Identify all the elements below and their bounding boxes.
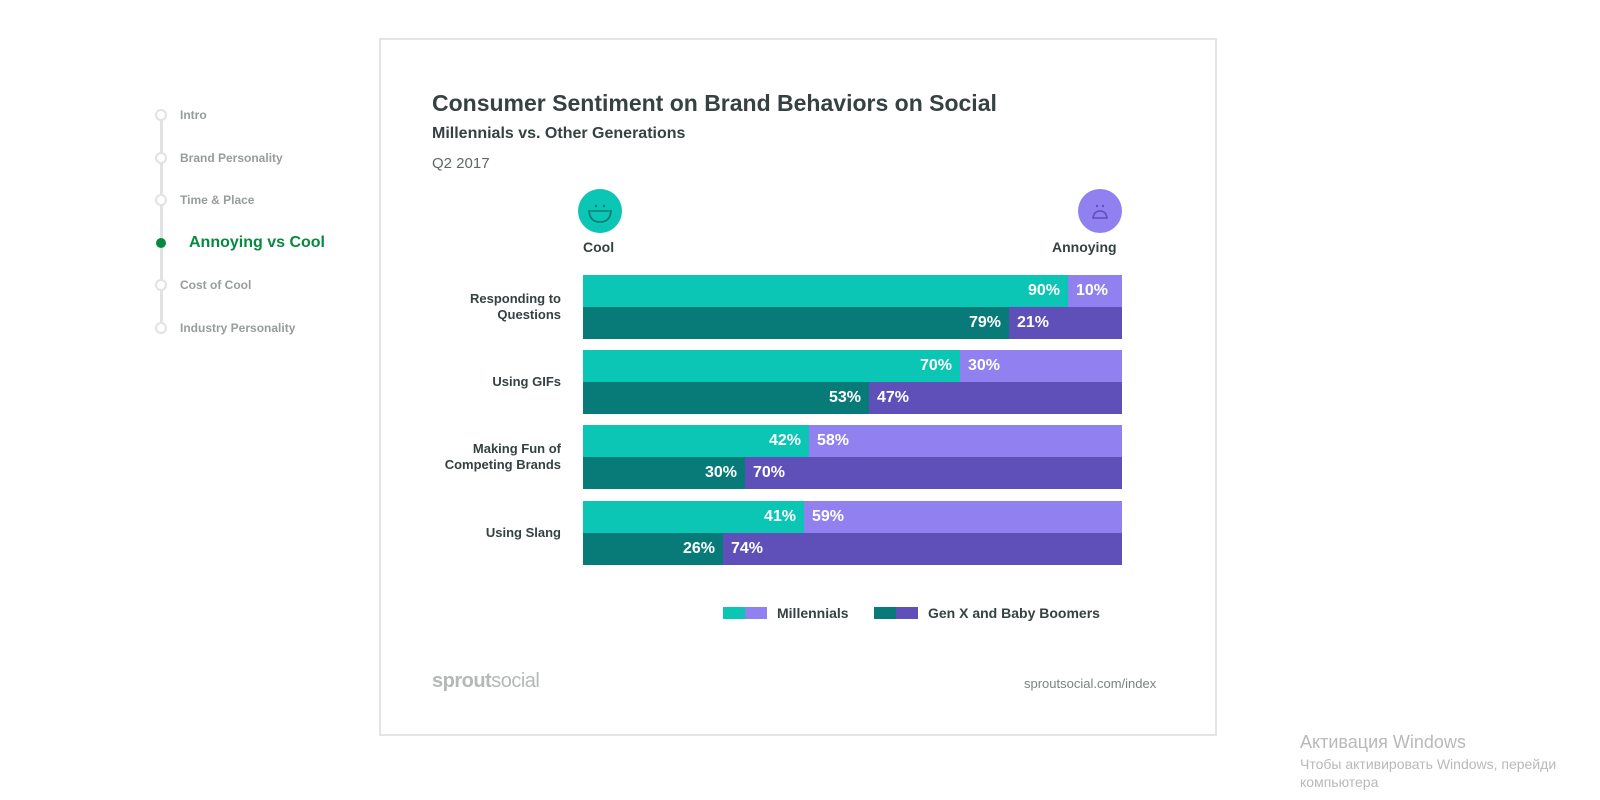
legend-swatch-cool	[874, 607, 896, 619]
bar-cool-1: 79%	[583, 307, 1009, 339]
legend-swatch-cool	[723, 607, 745, 619]
bar-annoying-0: 30%	[960, 350, 1122, 382]
nav-item-time-place[interactable]: Time & Place	[155, 193, 254, 207]
bar-cool-0: 42%	[583, 425, 809, 457]
bar-annoying-1: 47%	[869, 382, 1122, 414]
smiley-face-icon	[578, 189, 622, 233]
chart-period: Q2 2017	[432, 155, 490, 172]
bar-cool-1: 53%	[583, 382, 869, 414]
nav-item-label: Intro	[180, 108, 207, 122]
nav-item-label: Time & Place	[180, 193, 255, 207]
frowning-face-icon	[1078, 189, 1122, 233]
bar-cool-0: 41%	[583, 501, 804, 533]
bar-cool-1: 30%	[583, 457, 745, 489]
nav-item-brand-personality[interactable]: Brand Personality	[155, 151, 283, 165]
nav-dot-icon	[155, 194, 167, 206]
category-label: Using GIFs	[492, 374, 561, 389]
bar-cool-1: 26%	[583, 533, 723, 565]
legend-swatch-annoying	[745, 607, 767, 619]
annoying-label: Annoying	[1052, 239, 1117, 255]
bar-annoying-0: 10%	[1068, 275, 1122, 307]
nav-item-label: Industry Personality	[180, 321, 296, 335]
bar-cool-0: 70%	[583, 350, 960, 382]
cool-label: Cool	[583, 239, 615, 255]
bar-annoying-1: 70%	[745, 457, 1122, 489]
nav-track	[160, 114, 163, 328]
bar-annoying-1: 74%	[723, 533, 1122, 565]
bar-annoying-0: 58%	[809, 425, 1122, 457]
source-url: sproutsocial.com/index	[1024, 676, 1157, 691]
legend-millennials: Millennials	[723, 605, 849, 621]
windows-watermark-title: Активация Windows	[1300, 732, 1466, 752]
nav-dot-icon	[155, 279, 167, 291]
bar-annoying-0: 59%	[804, 501, 1122, 533]
windows-watermark-text: Чтобы активировать Windows, перейди	[1300, 756, 1557, 772]
windows-watermark-text-2: компьютера	[1300, 774, 1379, 790]
nav-dot-icon	[155, 322, 167, 334]
category-label: Making Fun of Competing Brands	[444, 441, 561, 472]
nav-dot-icon	[156, 238, 166, 248]
nav-item-label: Cost of Cool	[180, 278, 252, 292]
nav-item-intro[interactable]: Intro	[155, 108, 207, 122]
nav-dot-icon	[155, 109, 167, 121]
chart-title: Consumer Sentiment on Brand Behaviors on…	[432, 90, 997, 116]
nav-item-cost-of-cool[interactable]: Cost of Cool	[155, 278, 251, 292]
nav-item-annoying-vs-cool[interactable]: Annoying vs Cool	[155, 234, 325, 252]
nav-item-label: Brand Personality	[180, 151, 283, 165]
category-label: Using Slang	[485, 525, 561, 540]
legend-label: Millennials	[777, 605, 849, 621]
bar-annoying-1: 21%	[1009, 307, 1122, 339]
bar-cool-0: 90%	[583, 275, 1068, 307]
legend-genx: Gen X and Baby Boomers	[874, 605, 1100, 621]
sproutsocial-logo: sproutsocial	[432, 670, 540, 692]
chart-card	[379, 38, 1217, 736]
legend-swatch-annoying	[896, 607, 918, 619]
nav-item-label: Annoying vs Cool	[189, 234, 325, 251]
legend-label: Gen X and Baby Boomers	[928, 605, 1100, 621]
nav-item-industry-personality[interactable]: Industry Personality	[155, 321, 295, 335]
category-label: Responding to Questions	[470, 291, 561, 322]
nav-dot-icon	[155, 152, 167, 164]
chart-subtitle: Millennials vs. Other Generations	[432, 125, 686, 142]
